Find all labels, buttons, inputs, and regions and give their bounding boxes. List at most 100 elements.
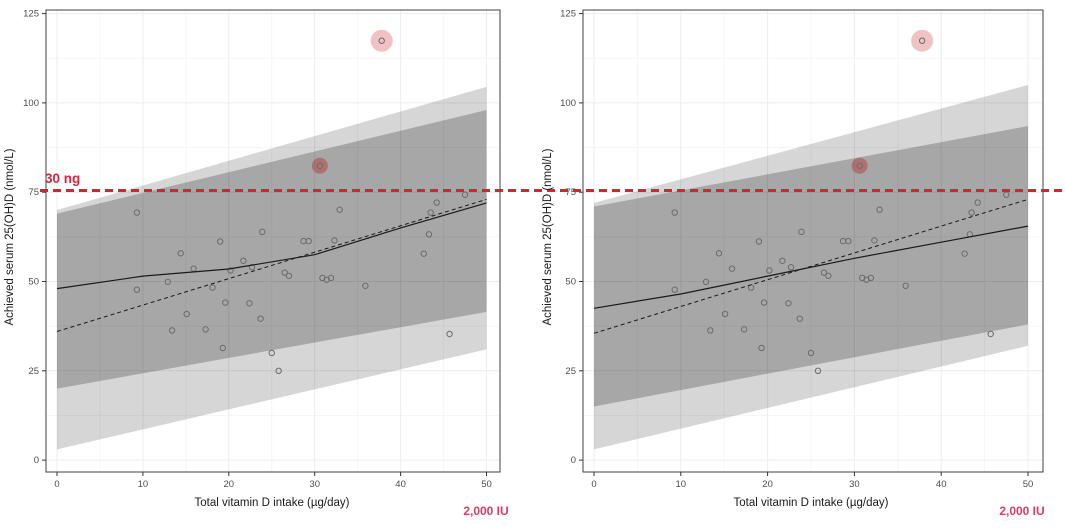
highlight-halo	[311, 157, 328, 174]
scatter-point	[202, 326, 209, 333]
scatter-point	[825, 272, 832, 279]
scatter-point	[728, 265, 736, 272]
y-tick-label: 50	[565, 277, 576, 288]
panel-border	[582, 9, 1044, 473]
regression-line-dashed	[56, 198, 487, 332]
scatter-point	[968, 209, 975, 216]
x-tick-label: 40	[936, 479, 947, 490]
scatter-point	[427, 209, 434, 216]
scatter-point	[209, 284, 216, 291]
scatter-point	[902, 282, 909, 289]
y-tick-label: 50	[28, 277, 39, 288]
scatter-point	[796, 315, 803, 322]
x-tick-label: 20	[762, 479, 773, 490]
scatter-point	[222, 299, 229, 306]
scatter-point	[168, 327, 176, 334]
scatter-point	[785, 300, 792, 307]
x-tick-label: 0	[54, 479, 59, 490]
scatter-point	[787, 264, 795, 271]
x-tick-label: 20	[224, 479, 235, 490]
scatter-point	[867, 274, 875, 282]
panel-border	[45, 9, 501, 473]
x-tick-label: 10	[138, 479, 149, 490]
y-tick-label: 0	[571, 455, 576, 466]
scatter-point	[671, 286, 678, 293]
highlight-halo	[851, 157, 868, 174]
y-tick-label: 100	[560, 98, 576, 109]
scatter-point	[164, 278, 172, 286]
regression-line-solid	[593, 225, 1029, 309]
scatter-point	[876, 206, 883, 213]
scatter-point	[707, 327, 714, 334]
x-tick-label: 30	[849, 479, 860, 490]
y-tick-label: 125	[23, 9, 39, 20]
scatter-point-highlighted	[316, 162, 324, 169]
panel-a-x-axis-title: Total vitamin D intake (µg/day)	[194, 497, 350, 509]
reference-line-label: 30 ng	[45, 171, 81, 186]
panel-a-2000iu-label: 2,000 IU	[463, 504, 509, 518]
scatter-point	[974, 199, 981, 206]
scatter-point	[755, 238, 763, 245]
highlight-halo	[370, 29, 393, 52]
scatter-point-highlighted	[918, 37, 926, 44]
scatter-point	[987, 330, 994, 338]
panel-a-y-axis-title: Achieved serum 25(OH)D (nmol/L)	[4, 148, 16, 326]
y-tick-label: 0	[34, 455, 39, 466]
scatter-point	[331, 237, 338, 244]
scatter-point-highlighted	[378, 37, 385, 44]
scatter-point	[246, 300, 253, 307]
scatter-point	[760, 299, 768, 306]
scatter-point	[766, 267, 773, 274]
x-tick-label: 50	[481, 479, 492, 490]
panel-b: 0 10 20 30 40 50 0 25 50 75 100 125	[560, 9, 1044, 490]
scatter-point	[362, 282, 369, 289]
scatter-point	[133, 209, 141, 216]
scatter-point	[871, 237, 878, 244]
x-tick-label: 40	[395, 479, 406, 490]
scatter-point	[740, 326, 748, 333]
panel-b-x-axis-title: Total vitamin D intake (µg/day)	[733, 497, 889, 509]
scatter-point	[461, 191, 469, 198]
scatter-point	[248, 264, 256, 271]
y-tick-label: 75	[565, 187, 576, 198]
regression-line-solid	[56, 202, 487, 290]
panel-background	[46, 10, 500, 472]
panel-b-y-axis-title: Achieved serum 25(OH)D (nmol/L)	[542, 148, 554, 326]
scatter-point	[420, 250, 427, 257]
scatter-point	[336, 206, 343, 213]
scatter-point	[814, 367, 822, 374]
scatter-point	[227, 267, 234, 274]
x-tick-label: 50	[1023, 479, 1034, 490]
scatter-point	[425, 231, 433, 238]
panel-background	[583, 10, 1043, 472]
scatter-point	[133, 286, 141, 293]
scatter-point	[433, 199, 440, 206]
scatter-point	[259, 228, 266, 236]
y-tick-label: 25	[28, 366, 39, 377]
reference-line-75-nmol	[40, 189, 1065, 192]
scatter-point	[183, 310, 190, 318]
scatter-point	[268, 349, 275, 357]
ci-band-outer	[57, 86, 487, 450]
x-tick-label: 30	[309, 479, 320, 490]
scatter-point	[1003, 191, 1010, 198]
scatter-point	[257, 315, 264, 322]
scatter-point	[305, 237, 312, 245]
panel-b-2000iu-label: 2,000 IU	[999, 504, 1045, 518]
scatter-point	[798, 228, 805, 236]
x-tick-label: 10	[676, 479, 687, 490]
scatter-point	[217, 238, 224, 245]
scatter-point	[281, 269, 288, 276]
scatter-point	[327, 274, 335, 282]
y-tick-label: 25	[565, 366, 576, 377]
scatter-point	[446, 330, 453, 338]
panel-a: 0 10 20 30 40 50 0 25 50 75 100 125	[23, 9, 501, 490]
y-tick-label: 125	[560, 9, 576, 20]
regression-line-dashed	[593, 198, 1029, 334]
highlight-halo	[911, 29, 934, 52]
ci-band-inner	[57, 110, 487, 389]
y-tick-label: 75	[28, 187, 39, 198]
scatter-point	[845, 237, 852, 245]
